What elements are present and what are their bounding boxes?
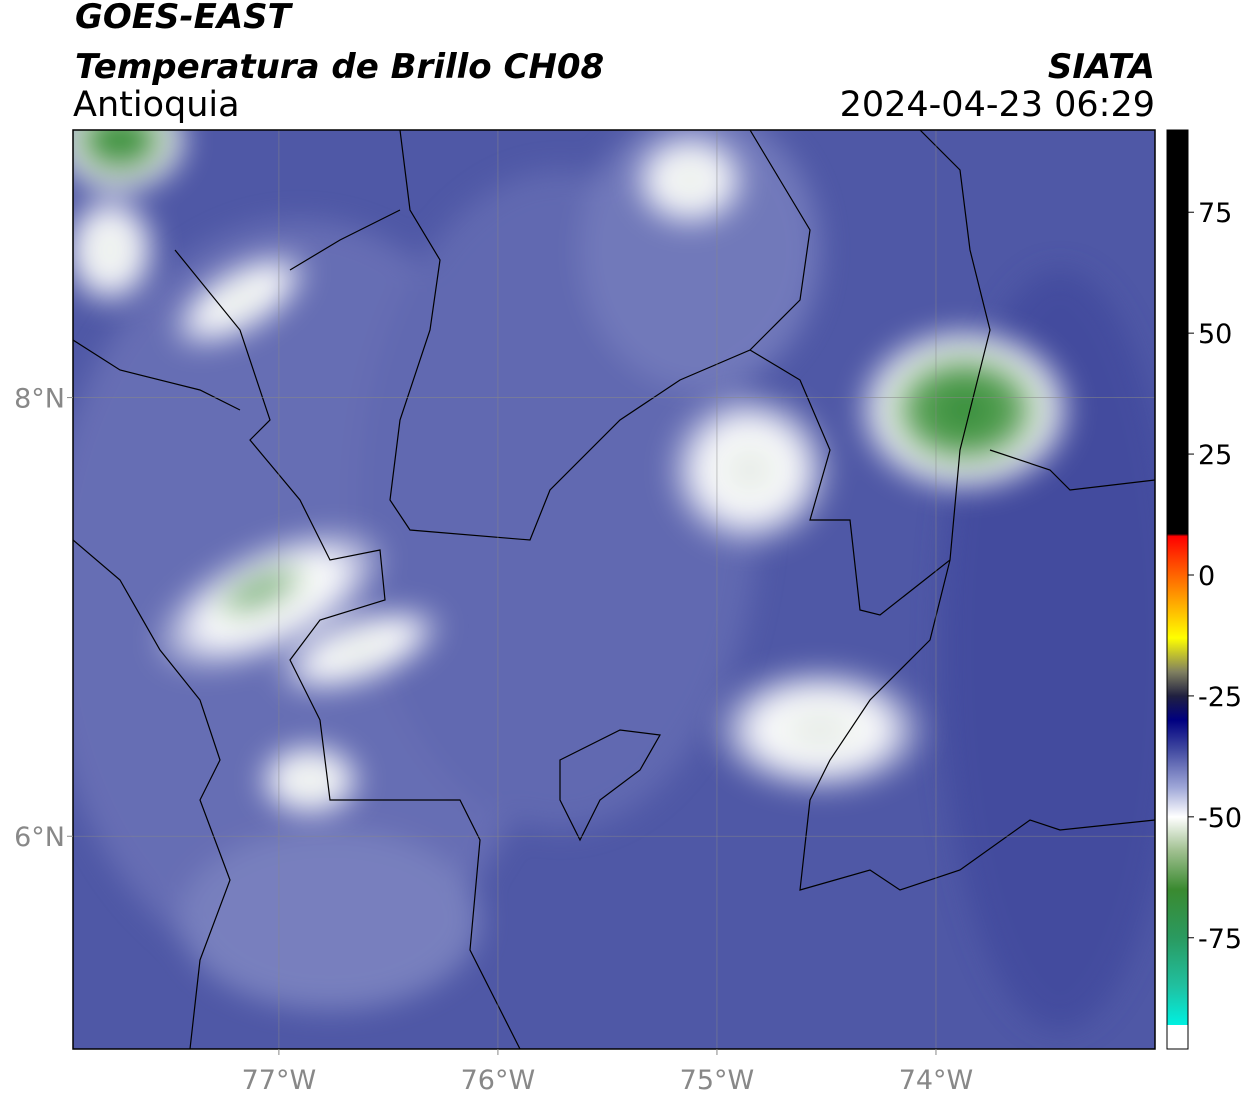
y-tick-label: 8°N [14,384,65,415]
borders [73,130,1155,1049]
colorbar-tick-label: 25 [1198,440,1232,471]
x-tick-label: 74°W [899,1065,974,1096]
x-tick-label: 75°W [680,1065,755,1096]
colorbar-tick-label: -75 [1198,924,1242,955]
source: SIATA [1048,47,1155,87]
title: GOES-EAST [75,0,294,37]
subtitle: Temperatura de Brillo CH08 [75,47,604,87]
colorbar-tick-label: -25 [1198,682,1242,713]
colorbar [1166,129,1189,1050]
colorbar-tick-label: 75 [1198,198,1232,229]
colorbar-tick-label: 50 [1198,319,1232,350]
y-tick-label: 6°N [14,822,65,853]
map-frame [72,129,1156,1050]
colorbar-tick-label: 0 [1198,561,1215,592]
colorbar-tick-label: -50 [1198,803,1242,834]
map [73,130,1155,1049]
region: Antioquia [73,85,240,125]
x-tick-label: 77°W [242,1065,317,1096]
datetime: 2024-04-23 06:29 [840,85,1155,125]
grid [73,130,1155,1049]
x-tick-label: 76°W [461,1065,536,1096]
clouds [73,130,1075,820]
